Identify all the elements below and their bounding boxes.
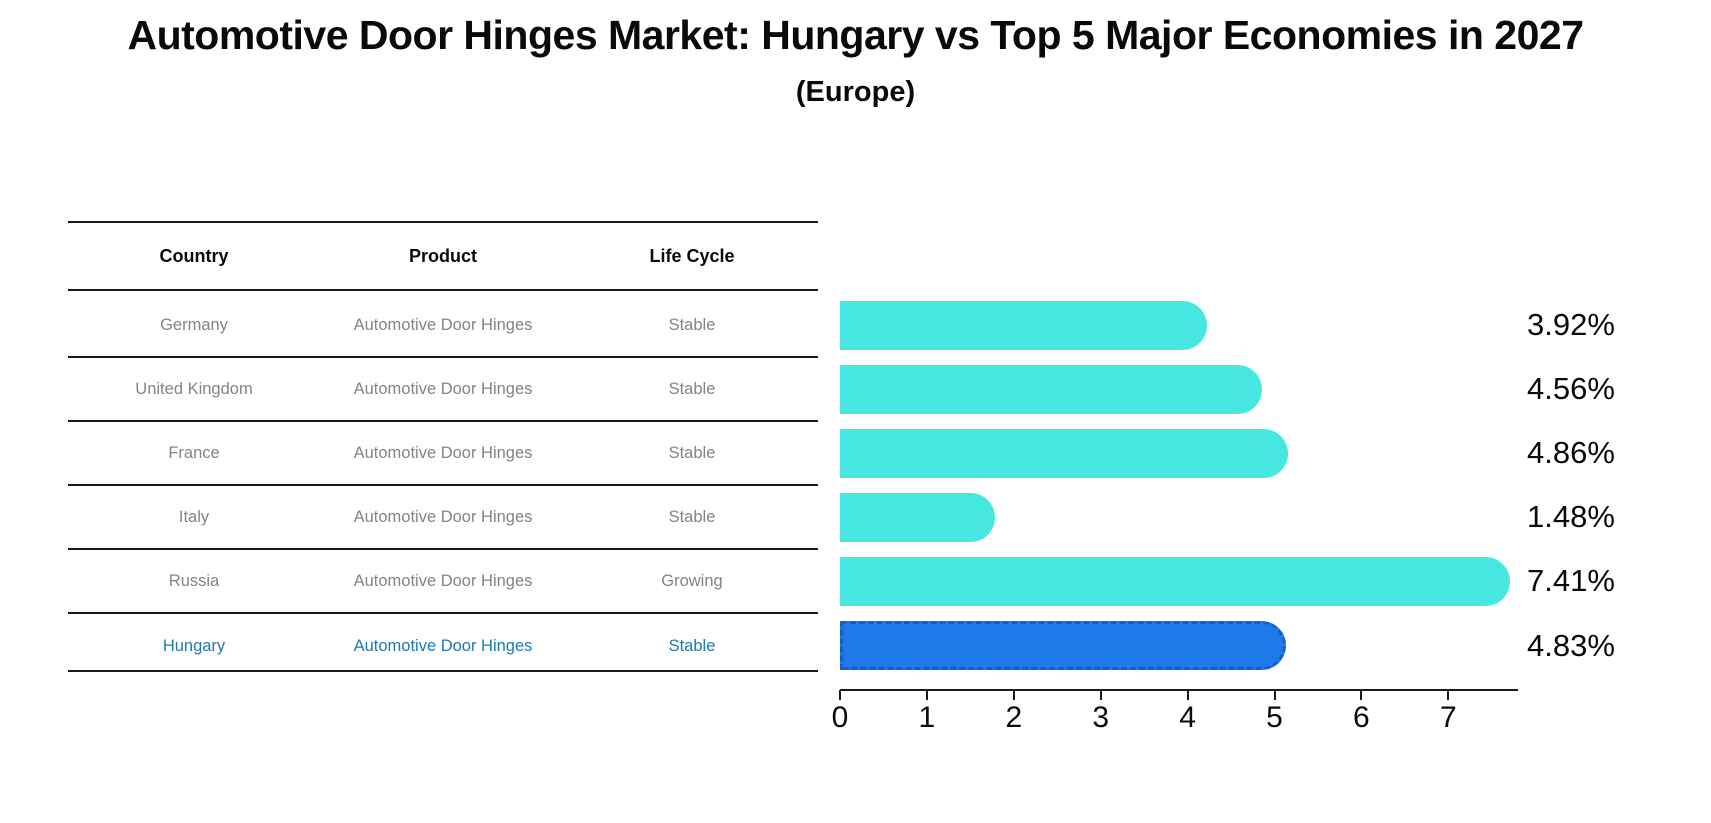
x-axis-tick	[1099, 690, 1102, 700]
bar-germany	[840, 300, 1207, 350]
cell-product: Automotive Door Hinges	[353, 508, 533, 527]
x-axis-tick	[1186, 690, 1189, 700]
x-axis-tick	[839, 690, 841, 700]
x-axis-tick	[925, 690, 928, 700]
x-axis-tick-label: 5	[1266, 701, 1283, 734]
cell-country: United Kingdom	[135, 380, 253, 399]
table-rule	[68, 289, 818, 291]
table-header-country: Country	[159, 246, 229, 266]
bar-russia	[840, 556, 1510, 606]
x-axis-tick	[1360, 690, 1363, 700]
table-rule	[68, 356, 818, 359]
x-axis-tick-label: 6	[1353, 701, 1370, 734]
x-axis-tick	[1447, 690, 1450, 700]
x-axis-tick	[1273, 690, 1276, 700]
x-axis-tick-label: 2	[1005, 701, 1023, 734]
bar-value-label: 4.83%	[1527, 627, 1615, 663]
cell-product: Automotive Door Hinges	[353, 572, 533, 591]
table-rule	[68, 670, 818, 672]
bar-value-label: 4.86%	[1527, 435, 1615, 471]
x-axis-tick-label: 4	[1179, 701, 1196, 734]
x-axis-tick-label: 0	[831, 701, 849, 734]
bar-value-label: 4.56%	[1527, 371, 1615, 407]
cell-life-cycle: Growing	[661, 572, 723, 591]
cell-life-cycle: Stable	[668, 316, 716, 334]
cell-country: Hungary	[162, 636, 226, 655]
cell-life-cycle: Stable	[668, 380, 716, 399]
cell-product: Automotive Door Hinges	[353, 380, 533, 399]
bar-value-label: 1.48%	[1527, 499, 1615, 535]
table-rule	[68, 612, 818, 615]
cell-product: Automotive Door Hinges	[353, 444, 533, 463]
table-header-life-cycle: Life Cycle	[649, 246, 735, 266]
bar-value-label: 7.41%	[1527, 563, 1615, 599]
x-axis-tick-label: 7	[1439, 701, 1457, 734]
cell-life-cycle: Stable	[668, 444, 716, 463]
cell-life-cycle: Stable	[668, 636, 716, 655]
x-axis-line	[840, 689, 1518, 691]
bar-united-kingdom	[840, 364, 1263, 414]
table-rule	[68, 221, 818, 223]
cell-country: Germany	[160, 316, 228, 334]
bar-italy	[840, 492, 995, 542]
cell-country: Russia	[168, 572, 220, 591]
cell-country: Italy	[178, 508, 210, 527]
x-axis-tick-label: 3	[1092, 701, 1110, 734]
cell-product: Automotive Door Hinges	[353, 636, 533, 655]
table-rule	[68, 484, 818, 487]
cell-country: France	[168, 444, 220, 463]
x-axis-tick-label: 1	[918, 701, 936, 734]
table-rule	[68, 548, 818, 551]
cell-product: Automotive Door Hinges	[353, 316, 533, 334]
chart-subtitle: (Europe)	[795, 76, 916, 108]
bar-value-label: 3.92%	[1527, 307, 1615, 342]
bar-france	[840, 428, 1289, 478]
x-axis-tick	[1012, 690, 1015, 700]
cell-life-cycle: Stable	[668, 508, 716, 527]
bar-hungary	[840, 621, 1286, 670]
table-header-product: Product	[408, 246, 477, 266]
table-rule	[68, 420, 818, 423]
chart-title: Automotive Door Hinges Market: Hungary v…	[127, 12, 1585, 58]
